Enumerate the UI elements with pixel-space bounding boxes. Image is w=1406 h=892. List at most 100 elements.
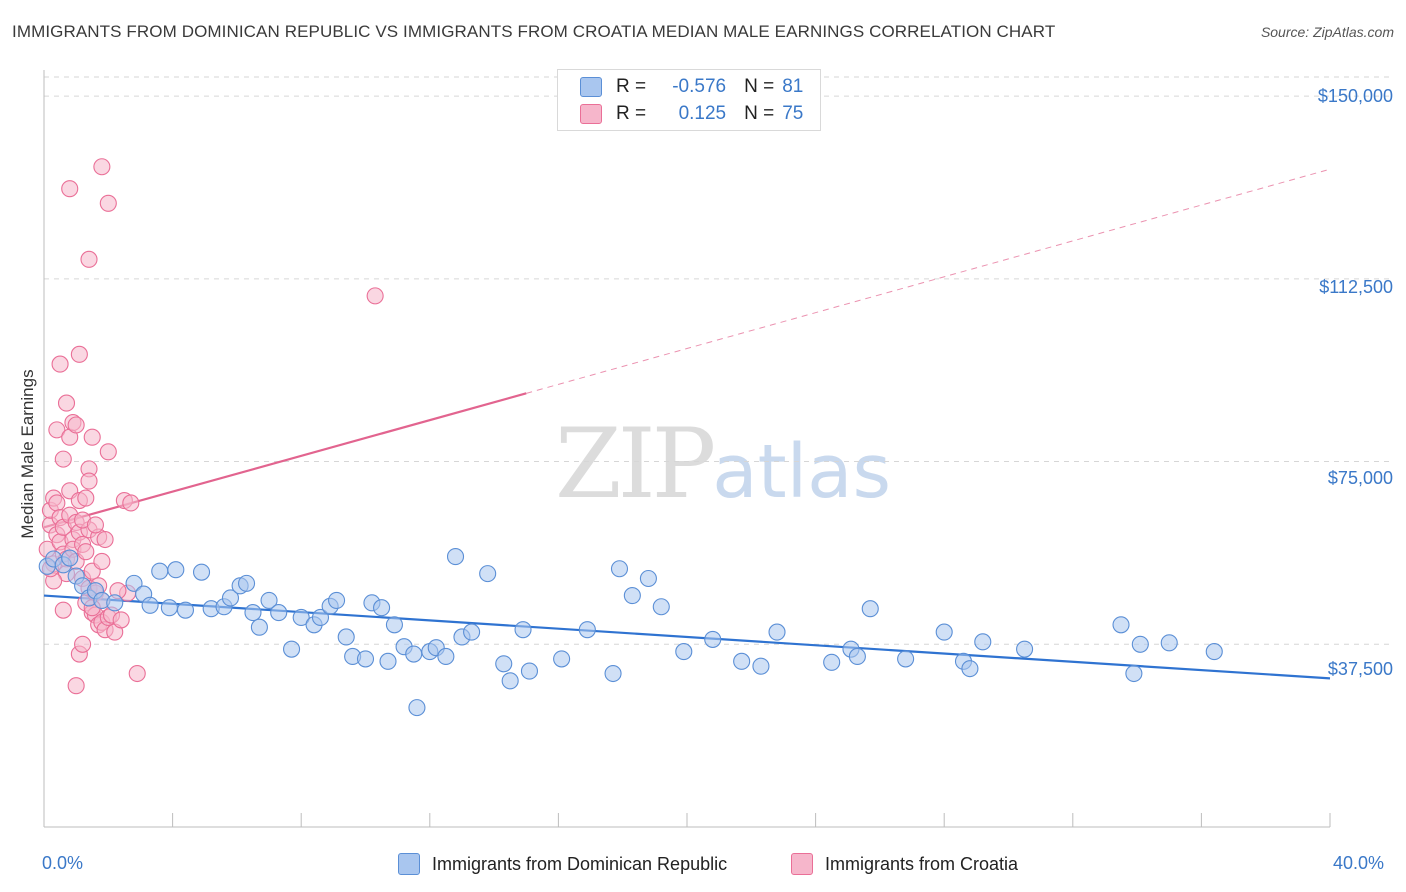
data-point-croatia (122, 494, 140, 512)
data-point-dominican (553, 650, 571, 668)
legend-label-croatia: Immigrants from Croatia (825, 853, 1019, 874)
data-point-dominican (1112, 616, 1130, 634)
data-point-dominican (463, 623, 481, 641)
data-point-dominican (250, 618, 268, 636)
data-point-dominican (752, 657, 770, 675)
data-point-dominican (385, 616, 403, 634)
legend-row-croatia: R = 0.125 N = 75 (580, 102, 803, 126)
data-point-dominican (237, 574, 256, 592)
data-point-dominican (823, 653, 841, 671)
data-point-dominican (337, 628, 355, 646)
data-point-dominican (160, 599, 178, 617)
data-point-dominican (373, 599, 391, 617)
data-point-dominican (961, 660, 979, 678)
legend-r-label: R = (616, 103, 647, 124)
legend-n-label: N = (744, 76, 775, 97)
data-point-croatia (48, 494, 66, 512)
data-point-croatia (61, 180, 79, 198)
data-point-dominican (244, 604, 262, 622)
data-point-dominican (768, 623, 786, 641)
data-point-croatia (112, 611, 130, 629)
data-point-dominican (1131, 635, 1149, 653)
legend-n-label: N = (744, 103, 775, 124)
data-point-dominican (520, 662, 539, 680)
data-point-croatia (86, 516, 104, 534)
y-tick-label-37500: $37,500 (1327, 659, 1393, 679)
data-point-croatia (54, 601, 72, 619)
data-point-dominican (356, 650, 375, 668)
data-point-dominican (495, 655, 513, 673)
y-axis-label: Median Male Earnings (18, 369, 37, 539)
data-point-dominican (61, 549, 79, 567)
data-point-dominican (652, 598, 670, 616)
data-point-dominican (260, 591, 278, 609)
data-point-dominican (848, 647, 866, 666)
legend-swatch-pink (791, 853, 813, 875)
data-point-dominican (311, 608, 330, 627)
legend-swatch-blue (580, 77, 602, 97)
data-point-dominican (328, 591, 346, 609)
data-point-dominican (514, 621, 532, 639)
data-point-dominican (292, 608, 310, 627)
chart-title: IMMIGRANTS FROM DOMINICAN REPUBLIC VS IM… (12, 22, 1056, 41)
data-point-dominican (379, 652, 397, 670)
data-point-dominican (604, 664, 622, 683)
data-point-dominican (167, 561, 185, 579)
legend-swatch-blue (398, 853, 420, 875)
data-point-dominican (176, 601, 195, 619)
y-tick-label-150000: $150,000 (1317, 86, 1393, 106)
data-point-dominican (1160, 634, 1178, 652)
legend-item-dominican: Immigrants from Dominican Republic (398, 852, 727, 876)
data-point-croatia (48, 421, 66, 439)
data-point-dominican (610, 560, 629, 578)
data-point-dominican (1205, 643, 1223, 661)
data-point-croatia (83, 428, 101, 446)
data-point-croatia (70, 345, 88, 363)
legend-r-value: -0.576 (672, 76, 727, 97)
data-point-dominican (479, 565, 497, 583)
y-tick-label-75000: $75,000 (1327, 468, 1393, 488)
data-point-dominican (221, 589, 240, 607)
x-tick-label-max: 40.0% (1333, 853, 1385, 873)
zipatlas-watermark: ZIPatlas (555, 408, 892, 520)
data-point-dominican (1016, 640, 1034, 658)
legend-row-dominican: R = -0.576 N = 81 (580, 75, 803, 99)
y-tick-label-112500: $112,500 (1319, 277, 1393, 297)
data-point-croatia (51, 355, 69, 373)
data-point-dominican (446, 548, 465, 566)
data-point-croatia (54, 450, 72, 468)
legend-label-dominican: Immigrants from Dominican Republic (432, 853, 728, 874)
legend-n-value: 81 (782, 76, 804, 97)
data-point-dominican (623, 587, 641, 605)
data-point-dominican (974, 633, 992, 651)
data-point-dominican (408, 699, 426, 717)
legend-item-croatia: Immigrants from Croatia (791, 852, 1018, 876)
legend-r-value: 0.125 (678, 103, 727, 124)
legend-n-value: 75 (782, 103, 804, 124)
data-point-croatia (99, 194, 117, 212)
data-points (38, 158, 1223, 717)
data-point-croatia (80, 472, 98, 490)
data-point-croatia (74, 635, 92, 653)
data-point-croatia (67, 677, 85, 695)
data-point-croatia (77, 489, 95, 507)
trend-line-croatia (43, 392, 527, 529)
axes (43, 70, 1331, 828)
trend-line-croatia-extended (526, 168, 1331, 394)
data-point-dominican (283, 640, 301, 658)
x-tick-label-min: 0.0% (42, 853, 84, 873)
data-point-dominican (935, 623, 953, 641)
legend-swatch-pink (580, 104, 602, 124)
data-point-dominican (501, 672, 519, 690)
data-point-croatia (57, 394, 76, 412)
data-point-dominican (897, 650, 915, 668)
data-point-dominican (106, 594, 124, 612)
data-point-dominican (192, 563, 211, 581)
data-point-croatia (93, 158, 111, 176)
legend-r-label: R = (616, 76, 647, 97)
data-point-dominican (639, 569, 657, 588)
source-credit: Source: ZipAtlas.com (1260, 24, 1394, 40)
data-point-dominican (1125, 664, 1143, 683)
data-point-dominican (861, 600, 879, 618)
